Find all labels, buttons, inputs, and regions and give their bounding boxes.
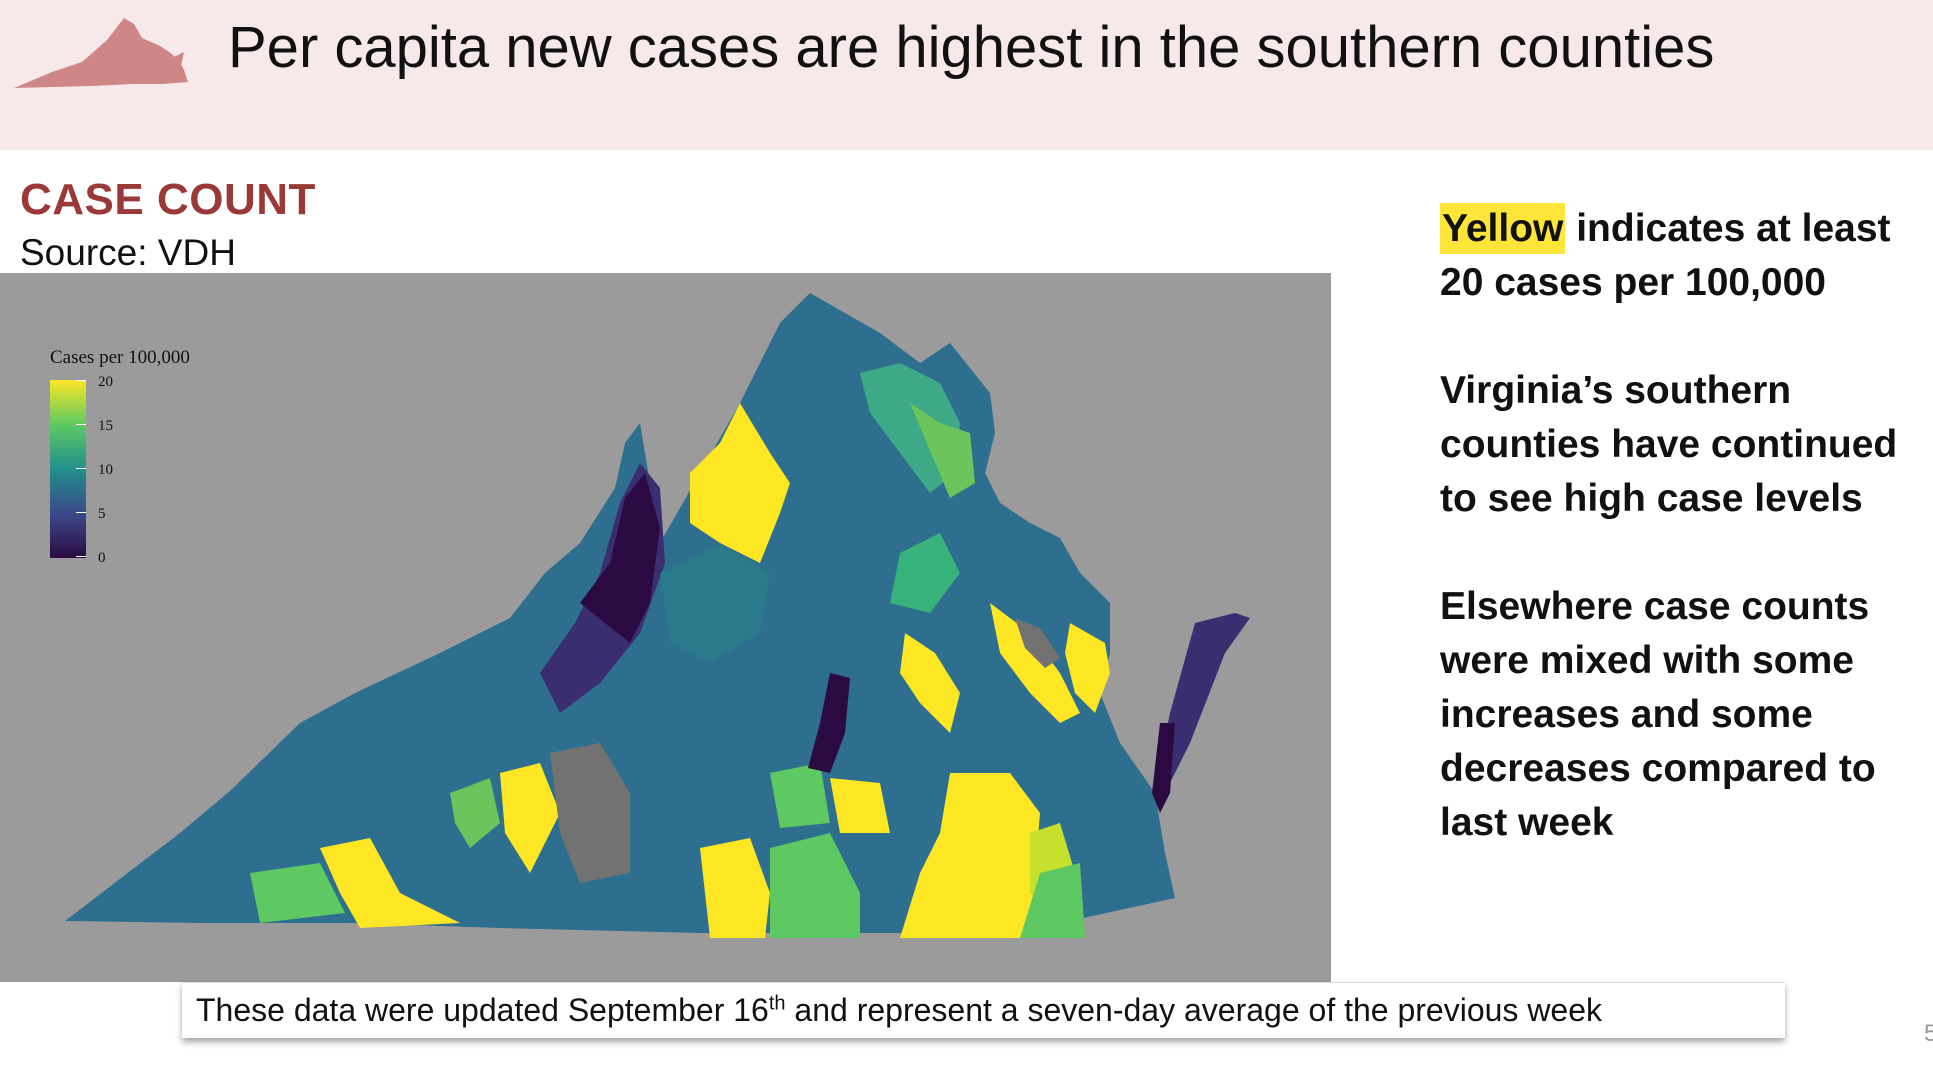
legend-tickmark bbox=[76, 468, 86, 469]
footer-text-rest: and represent a seven-day average of the… bbox=[785, 992, 1603, 1028]
county-region-green-south3 bbox=[1020, 863, 1085, 938]
legend-tick-label: 15 bbox=[98, 418, 113, 434]
legend-tickmark bbox=[76, 556, 86, 557]
virginia-state-silhouette-icon bbox=[14, 18, 188, 88]
county-region-green-south2 bbox=[770, 763, 830, 828]
note-yellow-threshold: Yellow indicates at least 20 cases per 1… bbox=[1440, 202, 1920, 310]
county-region-teal-central bbox=[660, 543, 770, 663]
note-elsewhere: Elsewhere case counts were mixed with so… bbox=[1440, 585, 1876, 844]
county-region-nodata-sw bbox=[550, 743, 630, 883]
legend-tickmark bbox=[76, 380, 86, 381]
note-southern-counties: Virginia’s southern counties have contin… bbox=[1440, 369, 1898, 520]
legend-tick-label: 5 bbox=[98, 506, 106, 522]
county-region-yellow-sw1 bbox=[500, 763, 560, 873]
notes-panel: Yellow indicates at least 20 cases per 1… bbox=[1440, 202, 1920, 904]
footer-text: These data were updated September 16th a… bbox=[196, 992, 1602, 1029]
county-region-green-south1 bbox=[770, 833, 860, 938]
legend-tickmark bbox=[76, 512, 86, 513]
county-region-dark-central bbox=[808, 673, 850, 773]
county-region-yellow-sw2 bbox=[320, 838, 460, 928]
county-region-dark bbox=[580, 473, 660, 643]
choropleth-map-panel: Cases per 100,000 20 15 10 5 0 bbox=[0, 273, 1331, 982]
page-number: 5 bbox=[1924, 1020, 1933, 1047]
eastern-shore-dark bbox=[1152, 723, 1175, 813]
county-region-yellow-east2 bbox=[990, 603, 1080, 723]
county-region-green-central bbox=[890, 533, 960, 613]
legend-tickmark bbox=[76, 424, 86, 425]
county-region-nodata-east bbox=[1015, 618, 1060, 668]
footer-text-main: These data were updated September 16 bbox=[196, 992, 769, 1028]
page-title: Per capita new cases are highest in the … bbox=[228, 15, 1715, 80]
footer-note: These data were updated September 16th a… bbox=[182, 982, 1785, 1038]
county-region-green-ne2 bbox=[910, 403, 975, 498]
virginia-county-map bbox=[65, 293, 1250, 938]
legend-title: Cases per 100,000 bbox=[50, 347, 190, 368]
county-region-green-sw bbox=[450, 778, 500, 848]
header-bar: Per capita new cases are highest in the … bbox=[0, 0, 1933, 150]
county-region-yellow-east3 bbox=[1065, 623, 1110, 713]
note-text: indicates at least 20 cases per 100,000 bbox=[1440, 207, 1891, 304]
footer-superscript: th bbox=[768, 992, 786, 1015]
county-region-yellow-south1 bbox=[700, 838, 770, 938]
county-region-green-sw2 bbox=[250, 863, 345, 923]
legend-tick-label: 20 bbox=[98, 374, 113, 390]
source-label: Source: VDH bbox=[20, 232, 236, 273]
county-region-yellow-south2 bbox=[830, 778, 890, 833]
legend-tick-label: 10 bbox=[98, 462, 113, 478]
county-region-yellow-south3 bbox=[900, 773, 1040, 938]
section-heading: CASE COUNT bbox=[20, 175, 316, 224]
legend-colorbar bbox=[50, 380, 86, 558]
county-region-yellow-east1 bbox=[900, 633, 960, 733]
yellow-highlight: Yellow bbox=[1440, 203, 1566, 254]
eastern-shore bbox=[1158, 613, 1250, 793]
legend-tick-label: 0 bbox=[98, 550, 106, 566]
county-region-yellow-north bbox=[690, 403, 790, 563]
